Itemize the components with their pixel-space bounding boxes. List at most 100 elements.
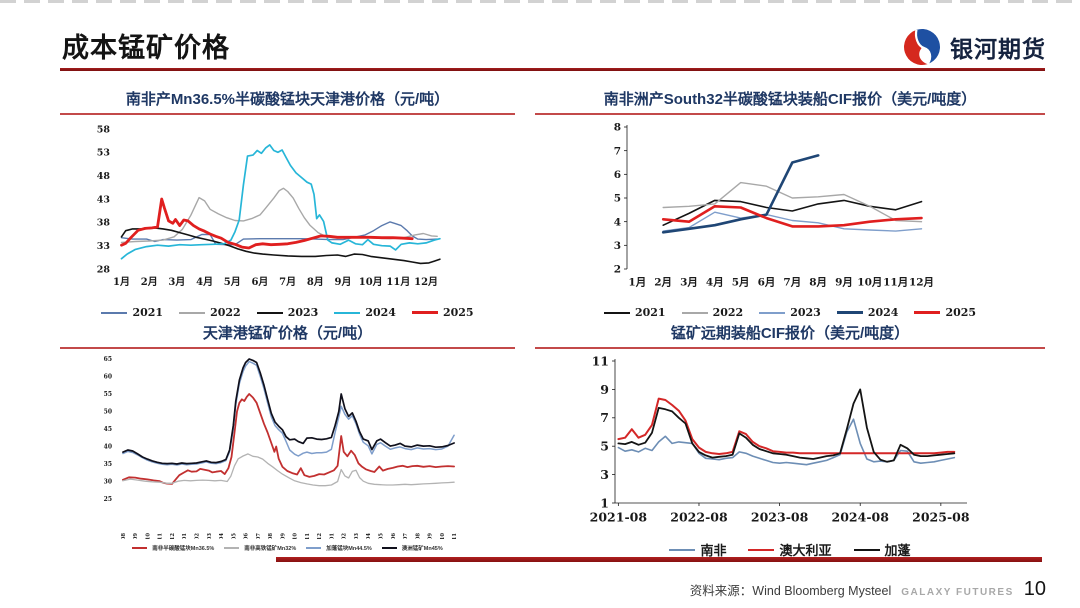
svg-text:8月: 8月 — [307, 276, 324, 288]
svg-text:2024-07: 2024-07 — [256, 533, 262, 539]
svg-text:2023-10: 2023-10 — [145, 533, 151, 539]
legend-line-swatch — [101, 311, 128, 314]
chart-legend: 2021 2022 2023 2024 2025 — [60, 306, 515, 319]
svg-text:2024-06: 2024-06 — [244, 533, 250, 539]
svg-text:2025-05: 2025-05 — [378, 533, 384, 539]
legend-label: 澳洲锰矿Mn45% — [401, 546, 443, 552]
svg-text:2025-06: 2025-06 — [391, 533, 397, 539]
svg-text:2023-08: 2023-08 — [751, 510, 809, 525]
svg-text:38: 38 — [97, 218, 111, 229]
legend-item: 2021 — [101, 306, 163, 319]
chart-panel-forward-cif: 锰矿远期装船CIF报价（美元/吨度） 1 3 5 7 9 11 2021-08 2022-08… — [535, 322, 1045, 559]
legend-item: 2022 — [179, 306, 241, 319]
svg-text:4月: 4月 — [196, 276, 213, 288]
legend-label: 2021 — [132, 306, 164, 319]
galaxy-logo-icon — [904, 29, 940, 65]
legend-item: 2024 — [836, 306, 899, 319]
svg-text:2024-03: 2024-03 — [207, 533, 213, 539]
legend-item: 2023 — [759, 306, 821, 319]
svg-text:5: 5 — [614, 193, 621, 205]
legend-line-swatch — [748, 548, 775, 551]
svg-text:2025-01: 2025-01 — [329, 533, 335, 539]
legend-item: 澳洲锰矿Mn45% — [381, 544, 443, 552]
svg-text:2022-08: 2022-08 — [670, 510, 728, 525]
svg-text:2025-03: 2025-03 — [354, 533, 360, 539]
svg-text:11月: 11月 — [883, 277, 908, 289]
svg-text:3月: 3月 — [168, 276, 185, 288]
svg-text:9月: 9月 — [835, 277, 853, 289]
legend-label: 南非半碳酸锰块Mn36.5% — [152, 546, 215, 552]
legend-line-swatch — [681, 311, 708, 314]
svg-text:2023-11: 2023-11 — [158, 533, 164, 539]
chart-panel-tianjin-seasonal: 南非产Mn36.5%半碳酸锰块天津港价格（元/吨） 28 33 38 43 48 53 58… — [60, 88, 515, 319]
legend-item: 南非高铁锰矿Mn32% — [224, 544, 296, 552]
svg-text:2月: 2月 — [654, 277, 672, 289]
svg-text:2024-12: 2024-12 — [317, 533, 323, 539]
svg-text:5: 5 — [600, 439, 609, 454]
forward-cif-line-chart: 1 3 5 7 9 11 2021-08 2022-08 2023-08 2024-08 2025-… — [590, 353, 970, 525]
svg-text:43: 43 — [97, 194, 110, 205]
tianjin-port-price-line-chart: 25 30 35 40 45 50 55 60 65 2023-08 2023-09 2023-10 2… — [104, 356, 458, 557]
legend-line-swatch — [669, 548, 696, 551]
svg-text:30: 30 — [104, 479, 112, 486]
svg-text:53: 53 — [97, 148, 110, 159]
svg-text:7月: 7月 — [279, 276, 296, 288]
svg-text:12月: 12月 — [909, 277, 934, 289]
svg-text:2025-08: 2025-08 — [912, 510, 970, 525]
svg-text:9: 9 — [600, 382, 609, 397]
legend-line-swatch — [853, 548, 880, 551]
svg-text:10月: 10月 — [359, 276, 383, 288]
legend-item: 南非 — [669, 540, 726, 559]
svg-text:2024-02: 2024-02 — [195, 533, 201, 539]
svg-text:2: 2 — [614, 264, 621, 276]
legend-item: 2022 — [681, 306, 744, 319]
svg-text:58: 58 — [97, 124, 111, 135]
legend-item: 南非半碳酸锰块Mn36.5% — [132, 544, 214, 552]
svg-text:2025-07: 2025-07 — [403, 533, 409, 539]
svg-text:45: 45 — [104, 426, 112, 433]
legend-item: 2023 — [256, 306, 318, 319]
svg-text:2025-04: 2025-04 — [366, 533, 372, 539]
legend-label: 澳大利亚 — [779, 543, 832, 558]
svg-text:3月: 3月 — [680, 277, 698, 289]
legend-label: 2021 — [634, 306, 666, 319]
svg-text:6月: 6月 — [758, 277, 776, 289]
legend-label: 2022 — [712, 306, 744, 319]
legend-line-swatch — [224, 547, 240, 549]
svg-text:2025-09: 2025-09 — [428, 533, 434, 539]
svg-text:6: 6 — [614, 169, 621, 181]
legend-line-swatch — [179, 311, 206, 314]
legend-item: 2025 — [411, 306, 474, 319]
chart-title: 南非洲产South32半碳酸锰块装船CIF报价（美元/吨度） — [535, 88, 1045, 115]
chart-title: 天津港锰矿价格（元/吨） — [60, 322, 515, 349]
legend-label: 南非 — [700, 543, 727, 558]
legend-label: 2024 — [365, 306, 396, 319]
legend-line-swatch — [836, 311, 863, 314]
svg-text:1: 1 — [600, 495, 609, 510]
svg-text:2024-10: 2024-10 — [293, 533, 299, 539]
svg-text:55: 55 — [104, 391, 112, 398]
svg-text:8: 8 — [614, 122, 621, 134]
legend-line-swatch — [256, 311, 283, 314]
legend-label: 2024 — [867, 306, 899, 319]
svg-text:60: 60 — [104, 374, 112, 381]
legend-label: 南非高铁锰矿Mn32% — [244, 546, 297, 552]
chart-title: 南非产Mn36.5%半碳酸锰块天津港价格（元/吨） — [60, 88, 515, 115]
svg-text:25: 25 — [104, 496, 112, 503]
legend-item: 2021 — [603, 306, 666, 319]
legend-line-swatch — [306, 547, 322, 549]
svg-text:1月: 1月 — [628, 277, 646, 289]
logo-text: 银河期货 — [950, 36, 1046, 62]
svg-text:7: 7 — [614, 145, 621, 157]
svg-text:9月: 9月 — [335, 276, 352, 288]
source-label: 资料来源：Wind Bloomberg Mysteel — [689, 584, 892, 598]
svg-text:2023-08: 2023-08 — [121, 533, 127, 539]
svg-text:2024-01: 2024-01 — [182, 533, 188, 539]
svg-text:2月: 2月 — [141, 276, 158, 288]
svg-text:11月: 11月 — [386, 276, 410, 288]
svg-text:8月: 8月 — [809, 277, 827, 289]
svg-text:12月: 12月 — [414, 276, 438, 288]
svg-text:2024-08: 2024-08 — [832, 510, 890, 525]
svg-text:28: 28 — [97, 264, 111, 275]
legend-item: 澳大利亚 — [748, 540, 832, 559]
